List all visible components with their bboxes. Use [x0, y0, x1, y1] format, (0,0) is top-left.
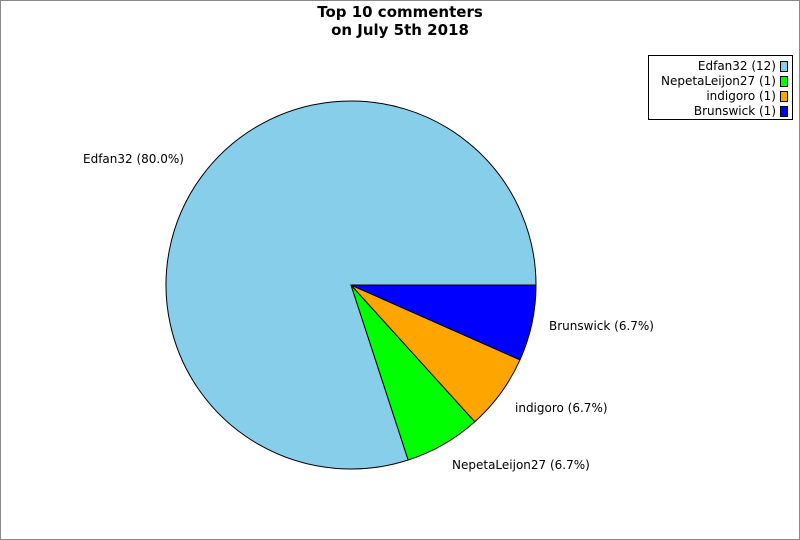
legend-swatch-indigoro: [780, 91, 788, 102]
legend-label: NepetaLeijon27 (1): [661, 74, 776, 88]
slice-label-edfan32: Edfan32 (80.0%): [83, 152, 184, 166]
chart-title: Top 10 commenters on July 5th 2018: [0, 3, 800, 39]
legend-swatch-edfan32: [780, 61, 788, 72]
slice-label-nepetaleijon27: NepetaLeijon27 (6.7%): [452, 458, 590, 472]
legend-entry-brunswick: Brunswick (1): [694, 104, 788, 119]
legend-entry-edfan32: Edfan32 (12): [698, 59, 788, 74]
slice-label-indigoro: indigoro (6.7%): [515, 401, 608, 415]
chart-title-line-2: on July 5th 2018: [331, 21, 469, 39]
chart-title-line-1: Top 10 commenters: [317, 3, 483, 21]
pie-slice-brunswick: [350, 284, 537, 361]
legend-label: Edfan32 (12): [697, 59, 776, 73]
legend-entry-nepetaleijon27: NepetaLeijon27 (1): [661, 74, 788, 89]
legend-label: indigoro (1): [706, 89, 776, 103]
chart-legend: Edfan32 (12) NepetaLeijon27 (1) indigoro…: [648, 55, 793, 120]
legend-swatch-brunswick: [780, 106, 788, 117]
slice-label-brunswick: Brunswick (6.7%): [549, 319, 654, 333]
legend-label: Brunswick (1): [693, 104, 776, 118]
legend-swatch-nepetaleijon27: [780, 76, 788, 87]
legend-entry-indigoro: indigoro (1): [706, 89, 788, 104]
